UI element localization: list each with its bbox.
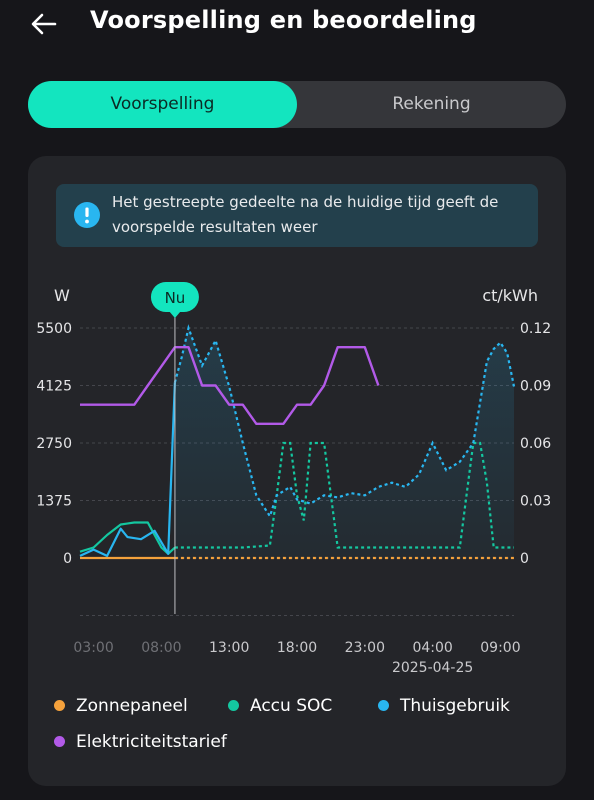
y-left-tick: 2750 (36, 436, 72, 452)
forecast-card: Het gestreepte gedeelte na de huidige ti… (28, 156, 566, 786)
x-tick: 08:00 (141, 640, 181, 656)
x-date-label: 2025-04-25 (392, 660, 473, 676)
x-tick: 09:00 (480, 640, 520, 656)
y-right-unit: ct/kWh (482, 286, 538, 305)
series-thuisgebruik (79, 382, 176, 557)
series-elektriciteitstarief (80, 346, 380, 425)
x-tick: 13:00 (209, 640, 249, 656)
info-icon (74, 202, 100, 228)
x-tick: 23:00 (345, 640, 385, 656)
top-bar: Voorspelling en beoordeling (0, 0, 594, 56)
y-left-unit: W (54, 286, 70, 305)
y-left-tick: 1375 (36, 494, 72, 510)
legend-item-accu-soc[interactable]: Accu SOC (228, 696, 332, 716)
legend-label: Thuisgebruik (400, 696, 510, 716)
view-segmented-control: Voorspelling Rekening (28, 81, 566, 128)
page-title: Voorspelling en beoordeling (90, 6, 477, 34)
notice-text: Het gestreepte gedeelte na de huidige ti… (112, 193, 499, 236)
legend-label: Accu SOC (250, 696, 333, 716)
series-thuisgebruik-forecast (173, 324, 516, 519)
legend-dot-icon (378, 699, 389, 711)
back-button[interactable] (26, 6, 62, 42)
x-tick: 18:00 (277, 640, 317, 656)
series-accu-soc-forecast (174, 441, 514, 549)
y-left-tick: 0 (63, 551, 72, 567)
y-right-tick: 0.12 (520, 321, 551, 337)
legend-dot-icon (228, 699, 239, 711)
tab-rekening[interactable]: Rekening (392, 94, 471, 114)
legend-label: Zonnepaneel (76, 696, 188, 716)
y-left-tick: 5500 (36, 321, 72, 337)
now-label: Nu (165, 289, 186, 307)
x-tick: 04:00 (412, 640, 452, 656)
legend-label: Elektriciteitstarief (76, 732, 227, 752)
now-badge (150, 282, 199, 312)
legend-dot-icon (54, 735, 65, 747)
tab-voorspelling[interactable]: Voorspelling (28, 81, 297, 128)
y-right-tick: 0.03 (520, 494, 551, 510)
y-right-tick: 0.06 (520, 436, 551, 452)
y-right-tick: 0.09 (520, 379, 551, 395)
info-notice: Het gestreepte gedeelte na de huidige ti… (56, 184, 538, 247)
legend-item-zonnepaneel[interactable]: Zonnepaneel (54, 696, 188, 716)
now-badge-pointer (168, 311, 181, 318)
legend-item-thuisgebruik[interactable]: Thuisgebruik (378, 696, 510, 716)
legend-dot-icon (54, 699, 65, 711)
x-tick: 03:00 (73, 640, 113, 656)
legend-item-elektriciteitstarief[interactable]: Elektriciteitstarief (54, 732, 227, 752)
y-left-tick: 4125 (36, 379, 72, 395)
arrow-left-icon (31, 13, 57, 35)
y-right-tick: 0 (520, 551, 529, 567)
